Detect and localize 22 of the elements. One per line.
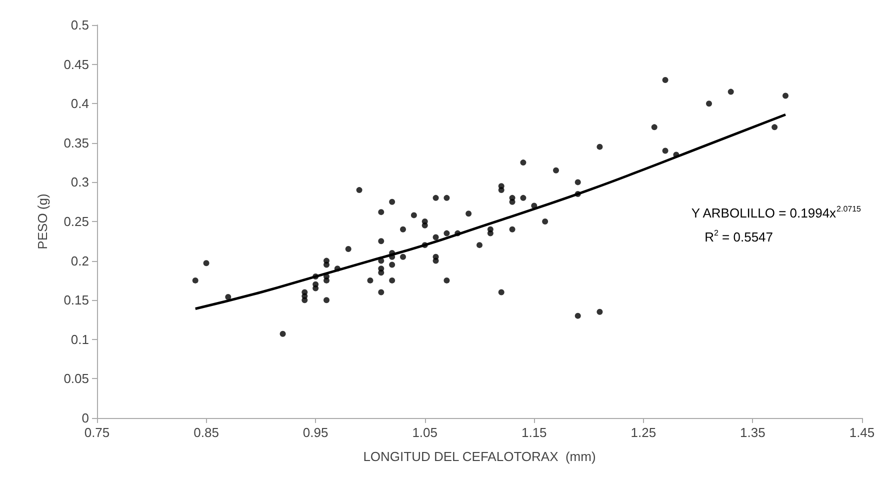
x-tick-label: 1.35: [740, 425, 766, 440]
y-tick-label: 0.1: [70, 332, 89, 347]
x-tick-label: 0.95: [302, 425, 328, 440]
y-tick-label: 0.4: [70, 96, 89, 112]
y-tick-label: 0.3: [70, 174, 89, 190]
y-tick-label: 0.05: [64, 371, 89, 386]
y-tick-label: 0.2: [70, 253, 89, 268]
x-tick-label: 0.85: [194, 425, 219, 440]
y-tick-label: 0: [82, 410, 89, 426]
y-tick-label: 0.15: [64, 292, 89, 308]
y-tick-label: 0.5: [70, 18, 89, 32]
y-tick-label: 0.25: [64, 214, 89, 229]
y-axis-title: PESO (g): [35, 194, 50, 250]
x-tick-label: 1.45: [849, 425, 875, 440]
x-axis-title: LONGITUD DEL CEFALOTORAX (mm): [363, 449, 596, 464]
line-series: [194, 113, 787, 310]
x-tick-label: 0.75: [84, 425, 110, 440]
x-tick-label: 1.05: [412, 425, 438, 440]
y-tick-label: 0.45: [64, 56, 89, 72]
x-tick-label: 1.25: [630, 425, 656, 440]
x-tick-label: 1.15: [521, 425, 547, 440]
y-tick-label: 0.35: [64, 135, 89, 150]
